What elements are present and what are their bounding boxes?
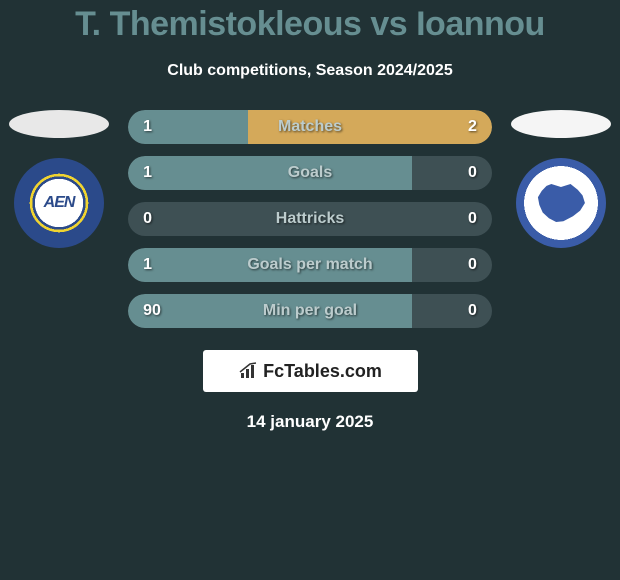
stat-right-value: 0 [468,256,477,274]
left-side: AEN [5,110,113,248]
stat-left-value: 1 [143,256,152,274]
right-side [507,110,615,248]
stats-list: 1 Matches 2 1 Goals 0 0 Hattricks 0 1 Go… [128,110,492,328]
stat-left-value: 90 [143,302,161,320]
stat-label: Goals per match [247,256,372,274]
stat-left-value: 1 [143,164,152,182]
brand-text: FcTables.com [263,361,382,382]
chart-icon [238,362,260,380]
date-label: 14 january 2025 [0,412,620,432]
right-player-avatar [511,110,611,138]
stat-fill-left [128,156,412,190]
right-club-badge [516,158,606,248]
stat-row-hattricks: 0 Hattricks 0 [128,202,492,236]
right-badge-shape [537,184,585,222]
brand-footer[interactable]: FcTables.com [203,350,418,392]
page-title: T. Themistokleous vs Ioannou [0,5,620,44]
stat-left-value: 0 [143,210,152,228]
stat-row-matches: 1 Matches 2 [128,110,492,144]
stat-right-value: 0 [468,302,477,320]
subtitle: Club competitions, Season 2024/2025 [0,62,620,80]
stat-row-goals: 1 Goals 0 [128,156,492,190]
stat-label: Min per goal [263,302,357,320]
stat-label: Goals [288,164,332,182]
stat-label: Hattricks [276,210,344,228]
left-player-avatar [9,110,109,138]
stat-label: Matches [278,118,342,136]
main-row: AEN 1 Matches 2 1 Goals 0 0 Hattricks 0 [0,110,620,328]
stat-left-value: 1 [143,118,152,136]
left-badge-text: AEN [44,194,75,212]
stat-right-value: 0 [468,210,477,228]
stat-row-goals-per-match: 1 Goals per match 0 [128,248,492,282]
stat-right-value: 0 [468,164,477,182]
stat-right-value: 2 [468,118,477,136]
left-club-badge: AEN [14,158,104,248]
comparison-card: T. Themistokleous vs Ioannou Club compet… [0,0,620,432]
stat-row-min-per-goal: 90 Min per goal 0 [128,294,492,328]
